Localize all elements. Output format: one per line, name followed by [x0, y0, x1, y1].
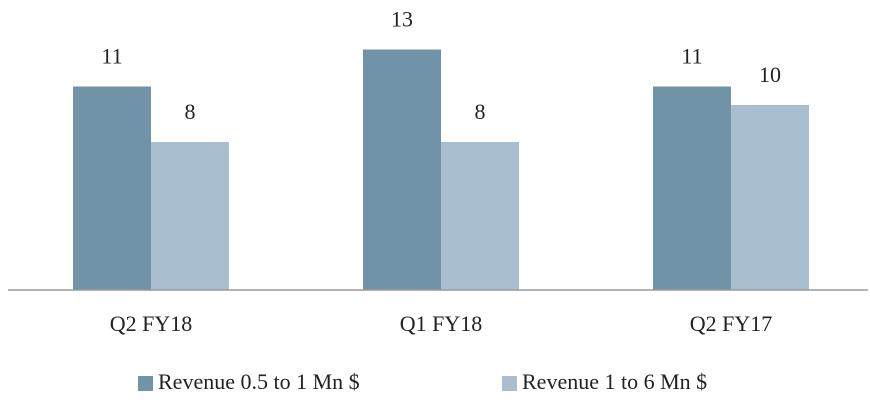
x-tick-label: Q2 FY18 [110, 311, 193, 336]
bar [73, 86, 151, 290]
bar [653, 86, 731, 290]
bar [363, 49, 441, 290]
data-label: 8 [475, 99, 486, 124]
data-label: 8 [185, 99, 196, 124]
data-label: 11 [681, 44, 702, 69]
legend-label: Revenue 1 to 6 Mn $ [522, 369, 707, 394]
legend-label: Revenue 0.5 to 1 Mn $ [158, 369, 360, 394]
bar [151, 142, 229, 290]
bar [441, 142, 519, 290]
data-label: 10 [759, 62, 781, 87]
legend-swatch [502, 376, 517, 391]
legend-swatch [138, 376, 153, 391]
x-tick-label: Q1 FY18 [400, 311, 483, 336]
data-label: 13 [391, 7, 413, 32]
data-label: 11 [101, 44, 122, 69]
x-tick-label: Q2 FY17 [690, 311, 773, 336]
bar [731, 105, 809, 290]
